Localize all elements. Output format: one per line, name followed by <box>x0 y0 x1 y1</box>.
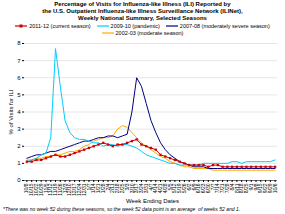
svg-text:5/26: 5/26 <box>181 183 187 193</box>
svg-text:% of Visits for ILI: % of Visits for ILI <box>8 89 14 134</box>
svg-text:7/28: 7/28 <box>224 183 230 193</box>
svg-text:3/10: 3/10 <box>128 183 135 193</box>
svg-text:2/25: 2/25 <box>119 183 125 193</box>
svg-text:2: 2 <box>17 143 21 149</box>
svg-text:11/5: 11/5 <box>42 183 49 193</box>
html-text:Percentage of Visits for Influ: Percentage of Visits for Influenza-like … <box>42 1 243 21</box>
svg-text:1/28: 1/28 <box>99 183 106 193</box>
svg-text:8/4: 8/4 <box>228 183 235 191</box>
svg-text:10/6: 10/6 <box>272 183 278 193</box>
svg-text:7/7: 7/7 <box>209 183 216 191</box>
svg-text:9/1: 9/1 <box>247 183 254 191</box>
svg-text:11/26: 11/26 <box>56 183 63 196</box>
svg-text:2/11: 2/11 <box>109 183 116 193</box>
html-text:2002-03 (moderate season): 2002-03 (moderate season) <box>115 29 184 36</box>
svg-text:1/21: 1/21 <box>95 183 102 193</box>
svg-text:10/29: 10/29 <box>37 183 44 196</box>
svg-text:6/2: 6/2 <box>185 183 192 191</box>
html-text:2007-08 (moderately severe sea: 2007-08 (moderately severe season) <box>179 22 270 29</box>
svg-text:10/22: 10/22 <box>33 183 39 196</box>
svg-text:11/19: 11/19 <box>52 183 59 196</box>
svg-text:1/14: 1/14 <box>90 183 97 193</box>
svg-text:11/12: 11/12 <box>47 183 54 196</box>
svg-text:6/16: 6/16 <box>195 183 202 193</box>
svg-text:4/14: 4/14 <box>152 183 159 193</box>
svg-text:3: 3 <box>17 126 21 132</box>
svg-text:9/15: 9/15 <box>257 183 264 193</box>
svg-text:4/21: 4/21 <box>157 183 164 193</box>
svg-text:12/17: 12/17 <box>71 183 78 196</box>
svg-text:6/9: 6/9 <box>190 183 197 191</box>
svg-text:9/29: 9/29 <box>266 183 273 193</box>
svg-text:7/21: 7/21 <box>219 183 226 193</box>
svg-text:1/7: 1/7 <box>85 183 92 191</box>
html-text:2009-10 (pandemic): 2009-10 (pandemic) <box>110 22 160 29</box>
svg-text:12/3: 12/3 <box>61 183 68 193</box>
svg-text:10/8: 10/8 <box>23 183 30 193</box>
svg-text:12/31: 12/31 <box>80 183 87 196</box>
svg-text:1: 1 <box>17 160 21 166</box>
svg-text:3/24: 3/24 <box>138 183 145 193</box>
svg-text:4: 4 <box>17 109 21 115</box>
svg-text:3/3: 3/3 <box>123 183 130 191</box>
svg-text:2/18: 2/18 <box>114 183 121 193</box>
html-text:Week Ending Dates: Week Ending Dates <box>126 197 179 204</box>
html-text:*There was no week 52 during t: *There was no week 52 during these seaso… <box>3 205 241 212</box>
svg-text:8/25: 8/25 <box>243 183 250 193</box>
svg-text:3/31: 3/31 <box>142 183 149 193</box>
svg-text:6/30: 6/30 <box>204 183 211 193</box>
svg-text:2/4: 2/4 <box>104 183 111 191</box>
svg-text:8: 8 <box>17 40 21 46</box>
html-text:2011-12 (current season): 2011-12 (current season) <box>29 22 91 29</box>
svg-text:6/23: 6/23 <box>200 183 207 193</box>
svg-text:8/11: 8/11 <box>233 183 240 193</box>
svg-text:6: 6 <box>17 74 21 80</box>
svg-text:5: 5 <box>17 91 21 97</box>
svg-text:0: 0 <box>17 177 21 183</box>
svg-text:7: 7 <box>17 57 21 63</box>
svg-text:9/8: 9/8 <box>252 183 259 191</box>
svg-text:4/28: 4/28 <box>161 183 168 193</box>
svg-text:5/12: 5/12 <box>171 183 178 193</box>
svg-text:7/14: 7/14 <box>214 183 221 193</box>
svg-text:5/5: 5/5 <box>166 183 173 191</box>
svg-text:12/10: 12/10 <box>66 183 73 196</box>
svg-text:8/18: 8/18 <box>238 183 245 193</box>
svg-text:12/24: 12/24 <box>76 183 82 196</box>
svg-text:10/15: 10/15 <box>28 183 35 196</box>
svg-text:9/22: 9/22 <box>262 183 269 193</box>
svg-text:4/7: 4/7 <box>147 183 154 191</box>
svg-text:5/19: 5/19 <box>176 183 183 193</box>
svg-text:3/17: 3/17 <box>133 183 140 193</box>
